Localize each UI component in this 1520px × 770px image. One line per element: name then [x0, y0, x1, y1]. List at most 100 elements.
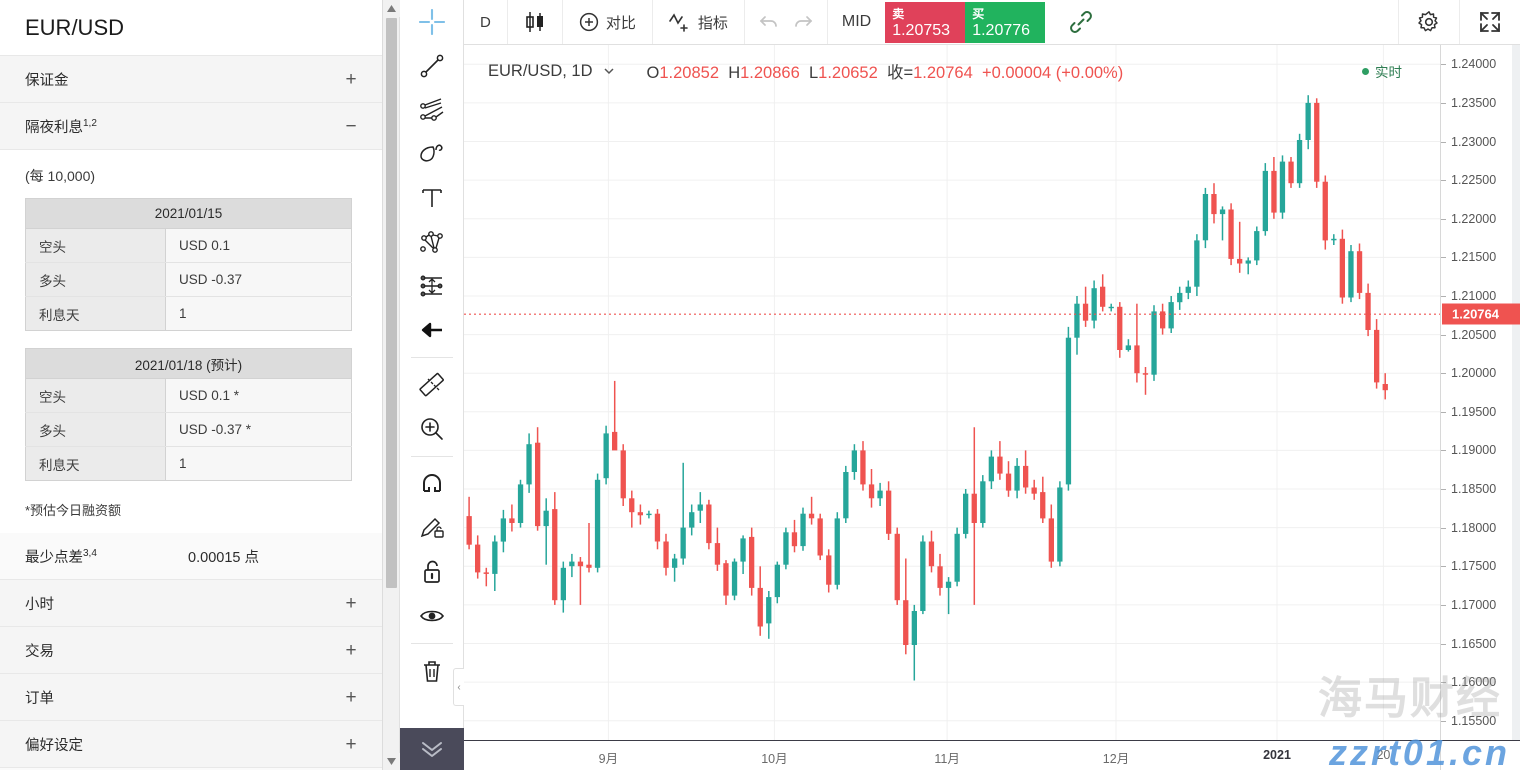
footnote-marker: 1,2 — [83, 117, 97, 129]
legend-change: +0.00004 (+0.00%) — [981, 64, 1124, 82]
legend-symbol[interactable]: EUR/USD, 1D — [488, 61, 593, 80]
position-tool[interactable] — [400, 264, 464, 308]
scroll-down-arrow-icon[interactable] — [383, 753, 400, 770]
chart-toolbar: D 对比 指标 MID 卖 1.20753 买 — [464, 0, 1520, 45]
time-tick: 12月 — [1102, 752, 1130, 766]
expand-icon[interactable]: + — [345, 68, 357, 90]
realtime-label: 实时 — [1375, 65, 1402, 80]
scroll-up-arrow-icon[interactable] — [383, 0, 400, 17]
site-watermark: zzrt01.cn — [1328, 732, 1510, 770]
time-tick: 2021 — [1263, 748, 1291, 762]
expand-icon[interactable]: + — [345, 686, 357, 708]
sidebar-section-hours[interactable]: 小时 + — [0, 580, 383, 627]
arrow-tool[interactable] — [400, 308, 464, 352]
chart-type-button[interactable] — [508, 0, 563, 44]
fib-fork-tool[interactable] — [400, 88, 464, 132]
indicators-icon — [669, 13, 688, 32]
drawing-mode-tool[interactable] — [400, 506, 464, 550]
chart-panel: D 对比 指标 MID 卖 1.20753 买 — [464, 0, 1520, 770]
price-tick: 1.22500 — [1441, 173, 1520, 187]
toolbar-divider — [410, 456, 453, 457]
zoom-in-tool[interactable] — [400, 407, 464, 451]
lock-drawings-tool[interactable] — [400, 550, 464, 594]
compare-label: 对比 — [605, 14, 636, 32]
sidebar-section-margin-label: 保证金 — [25, 72, 69, 89]
brush-tool[interactable] — [400, 132, 464, 176]
toolbar-right-group — [1398, 0, 1520, 44]
price-tick: 1.19000 — [1441, 443, 1520, 457]
sidebar-scroll-area: EUR/USD 保证金 + 隔夜利息1,2 − (每 10,000) 2021/… — [0, 0, 383, 770]
price-source-label[interactable]: MID — [841, 13, 872, 30]
chart-vertical-scrollbar[interactable] — [1512, 45, 1520, 740]
table-row: 空头 USD 0.1 * — [25, 378, 352, 413]
row-label: 利息天 — [25, 296, 166, 331]
legend-ohlc: O1.20852 H1.20866 L1.20652 收=1.20764 +0.… — [646, 64, 1124, 82]
sell-quote-button[interactable]: 卖 1.20753 — [885, 2, 966, 43]
crosshair-tool[interactable] — [400, 0, 464, 44]
price-tick: 1.21500 — [1441, 250, 1520, 264]
price-tick: 1.17000 — [1441, 598, 1520, 612]
sidebar-row-spread: 最少点差3,4 0.00015 点 — [0, 533, 383, 580]
row-value: USD -0.37 — [165, 262, 352, 297]
sidebar-section-overnight-label: 隔夜利息1,2 — [25, 117, 97, 136]
price-tick: 1.21000 — [1441, 289, 1520, 303]
expand-icon[interactable]: + — [345, 592, 357, 614]
row-value: 1 — [165, 296, 352, 331]
settings-button[interactable] — [1398, 0, 1459, 44]
indicators-button[interactable]: 指标 — [653, 0, 745, 44]
text-tool[interactable] — [400, 176, 464, 220]
interval-button[interactable]: D — [464, 0, 508, 44]
plus-circle-icon — [579, 12, 598, 32]
link-button[interactable] — [1053, 0, 1109, 44]
candles-icon — [526, 12, 543, 32]
collapse-icon[interactable]: − — [345, 115, 357, 137]
sidebar-section-margin[interactable]: 保证金 + — [0, 56, 383, 103]
legend-close: 1.20764 — [913, 64, 973, 82]
compare-button[interactable]: 对比 — [563, 0, 653, 44]
buy-quote-button[interactable]: 买 1.20776 — [965, 2, 1046, 43]
sidebar-section-orders[interactable]: 订单 + — [0, 674, 383, 721]
fullscreen-button[interactable] — [1459, 0, 1520, 44]
magnet-tool[interactable] — [400, 462, 464, 506]
legend-low: 1.20652 — [818, 64, 878, 82]
sidebar-section-overnight[interactable]: 隔夜利息1,2 − — [0, 103, 383, 150]
overnight-table-current: 2021/01/15 空头 USD 0.1 多头 USD -0.37 利息天 1 — [25, 198, 352, 331]
table-row: 利息天 1 — [25, 296, 352, 331]
scrollbar-thumb[interactable] — [386, 18, 397, 588]
chevron-down-icon[interactable] — [603, 65, 615, 77]
price-tick: 1.16500 — [1441, 637, 1520, 651]
sidebar-scrollbar[interactable] — [382, 0, 400, 770]
sidebar-section-trading-label: 交易 — [25, 643, 54, 660]
collapse-toolbar-chevron-icon[interactable]: ‹ — [453, 668, 464, 706]
undo-icon — [759, 16, 777, 27]
expand-icon[interactable]: + — [345, 733, 357, 755]
row-value: USD 0.1 * — [165, 378, 352, 413]
time-tick: 11月 — [934, 752, 960, 766]
chart-plot-area[interactable]: EUR/USD, 1D O1.20852 H1.20866 L1.20652 收… — [464, 45, 1520, 770]
pattern-tool[interactable] — [400, 220, 464, 264]
chart-legend: EUR/USD, 1D O1.20852 H1.20866 L1.20652 收… — [488, 59, 1123, 83]
expand-icon[interactable]: + — [345, 639, 357, 661]
axis-corner — [1440, 740, 1520, 770]
time-tick: 10月 — [761, 752, 788, 766]
row-label: 多头 — [25, 262, 166, 297]
expand-toolbar-button[interactable] — [400, 728, 464, 770]
sidebar-section-trading[interactable]: 交易 + — [0, 627, 383, 674]
remove-drawings-tool[interactable] — [400, 649, 464, 693]
buy-label: 买 — [972, 6, 985, 21]
price-tick: 1.22000 — [1441, 212, 1520, 226]
fullscreen-icon — [1480, 12, 1500, 32]
time-axis[interactable]: 9月 10月 11月 12月 2021 20 — [464, 740, 1440, 770]
candlestick-canvas[interactable] — [464, 45, 1440, 740]
sell-label: 卖 — [892, 6, 905, 21]
trend-line-tool[interactable] — [400, 44, 464, 88]
measure-tool[interactable] — [400, 363, 464, 407]
sidebar-section-preferences-label: 偏好设定 — [25, 737, 83, 754]
hide-drawings-tool[interactable] — [400, 594, 464, 638]
price-tick: 1.18500 — [1441, 482, 1520, 496]
sidebar-section-preferences[interactable]: 偏好设定 + — [0, 721, 383, 768]
price-axis[interactable]: 1.24000 1.23500 1.23000 1.22500 1.22000 1.215… — [1440, 45, 1520, 740]
gear-icon — [1418, 11, 1438, 32]
price-tick: 1.15500 — [1441, 714, 1520, 728]
